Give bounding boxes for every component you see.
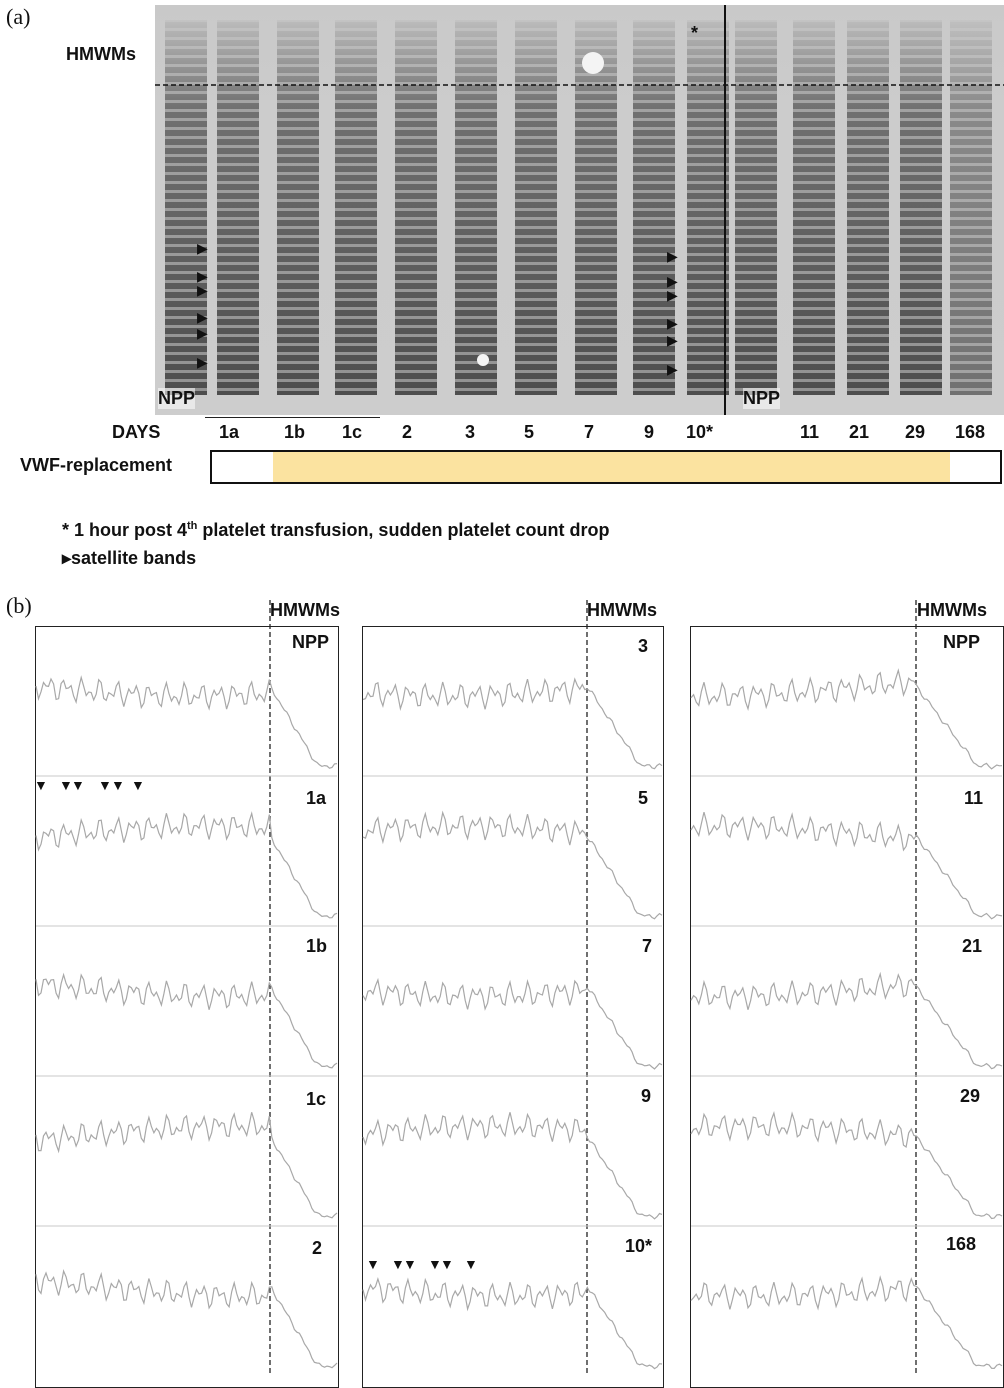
sample-label-7: 7	[642, 936, 653, 956]
densitometry-trace	[35, 972, 338, 1069]
sample-label-11: 11	[964, 788, 984, 808]
densitometry-trace	[362, 977, 663, 1070]
sample-label-npp: NPP	[292, 632, 330, 652]
satellite-triangle-icon: ▼	[464, 1256, 478, 1272]
vwf-replacement-period	[273, 452, 950, 482]
footnote-asterisk: * 1 hour post 4th platelet transfusion, …	[62, 520, 609, 541]
satellite-triangle-icon: ▼	[111, 777, 125, 793]
densitometry-trace	[690, 811, 1003, 920]
densitometry-column-3	[690, 626, 1004, 1388]
asterisk-mark: *	[691, 23, 699, 43]
hmwms-label-col3: HMWMs	[917, 600, 987, 620]
satellite-triangle-icon: ▶	[667, 287, 678, 303]
satellite-triangle-icon: ▼	[59, 777, 73, 793]
densitometry-trace	[35, 811, 338, 919]
satellite-triangle-icon: ▼	[403, 1256, 417, 1272]
sample-label-9: 9	[641, 1086, 652, 1106]
densitometry-trace	[690, 1275, 1003, 1370]
densitometry-trace	[690, 1110, 1003, 1220]
footnote-asterisk-text-rest: platelet transfusion, sudden platelet co…	[197, 520, 610, 540]
satellite-triangle-icon: ▶	[197, 240, 208, 256]
sample-label-21: 21	[962, 936, 983, 956]
satellite-triangle-icon: ▼	[391, 1256, 405, 1272]
sample-label-1c: 1c	[306, 1089, 327, 1109]
day-29: 29	[905, 422, 926, 442]
densitometry-trace	[35, 675, 338, 769]
satellite-triangle-icon: ▼	[131, 777, 145, 793]
densitometry-trace	[362, 810, 663, 920]
footnote-asterisk-text: * 1 hour post 4	[62, 520, 188, 540]
satellite-triangle-icon: ▶	[667, 315, 678, 331]
panel-b-label: (b)	[6, 593, 32, 618]
densitometry-trace	[690, 668, 1003, 770]
hmwms-label-col2: HMWMs	[587, 600, 657, 620]
satellite-triangle-icon: ▼	[440, 1256, 454, 1272]
hmwms-label-a: HMWMs	[66, 44, 136, 64]
satellite-triangle-icon: ▼	[98, 777, 112, 793]
footnote-asterisk-sup: th	[187, 520, 198, 532]
hmwms-label-col1: HMWMs	[270, 600, 340, 620]
satellite-triangle-icon: ▼	[366, 1256, 380, 1272]
satellite-triangle-icon: ▶	[197, 268, 208, 284]
sample-label-5: 5	[638, 788, 649, 808]
densitometry-column-1	[35, 626, 339, 1388]
satellite-triangle-icon: ▶	[197, 354, 208, 370]
vwf-replacement-bar	[210, 450, 1002, 484]
day-21: 21	[849, 422, 870, 442]
sample-label-2: 2	[312, 1238, 323, 1258]
densitometry-trace	[362, 677, 663, 770]
sample-label-3: 3	[638, 636, 649, 656]
sample-label-npp-2: NPP	[943, 632, 981, 652]
densitometry-column-2	[362, 626, 664, 1388]
sample-label-1a: 1a	[306, 788, 327, 808]
day-1c: 1c	[342, 422, 363, 442]
day-11: 11	[800, 422, 820, 442]
sample-label-29: 29	[960, 1086, 981, 1106]
satellite-triangle-icon: ▶	[667, 273, 678, 289]
day-7: 7	[584, 422, 595, 442]
densitometry-trace	[362, 1276, 663, 1370]
gel-image: * NPP NPP ▶ ▶ ▶ ▶ ▶ ▶ ▶ ▶ ▶ ▶ ▶ ▶	[155, 5, 1004, 415]
day-3: 3	[465, 422, 476, 442]
npp-label-right: NPP	[743, 388, 781, 409]
satellite-triangle-icon: ▶	[197, 309, 208, 325]
day-1a: 1a	[219, 422, 240, 442]
densitometry-trace	[35, 1269, 338, 1369]
satellite-triangle-icon: ▶	[197, 325, 208, 341]
densitometry-trace	[690, 971, 1003, 1070]
satellite-triangle-icon: ▶	[667, 361, 678, 377]
npp-label-left: NPP	[158, 388, 196, 409]
satellite-triangle-icon: ▶	[197, 282, 208, 298]
satellite-triangle-icon: ▶	[667, 332, 678, 348]
footnote-triangle: ▸satellite bands	[62, 548, 197, 568]
satellite-triangle-icon: ▼	[34, 777, 48, 793]
densitometry-trace	[35, 1112, 338, 1219]
satellite-triangle-icon: ▼	[71, 777, 85, 793]
vwf-replacement-label: VWF-replacement	[20, 455, 173, 475]
day-168: 168	[955, 422, 986, 442]
day-10star: 10*	[686, 422, 714, 442]
panel-a-label: (a)	[6, 4, 31, 29]
days-label: DAYS	[112, 422, 161, 442]
sample-label-168: 168	[946, 1234, 977, 1254]
satellite-triangle-icon: ▼	[428, 1256, 442, 1272]
day-9: 9	[644, 422, 655, 442]
sample-label-10star: 10*	[625, 1236, 653, 1256]
day-1b: 1b	[284, 422, 306, 442]
sample-label-1b: 1b	[306, 936, 328, 956]
satellite-triangle-icon: ▶	[667, 248, 678, 264]
day-2: 2	[402, 422, 413, 442]
day1-underline	[205, 417, 380, 418]
densitometry-trace	[362, 1112, 663, 1220]
gel-svg	[155, 5, 1004, 415]
day-5: 5	[524, 422, 535, 442]
